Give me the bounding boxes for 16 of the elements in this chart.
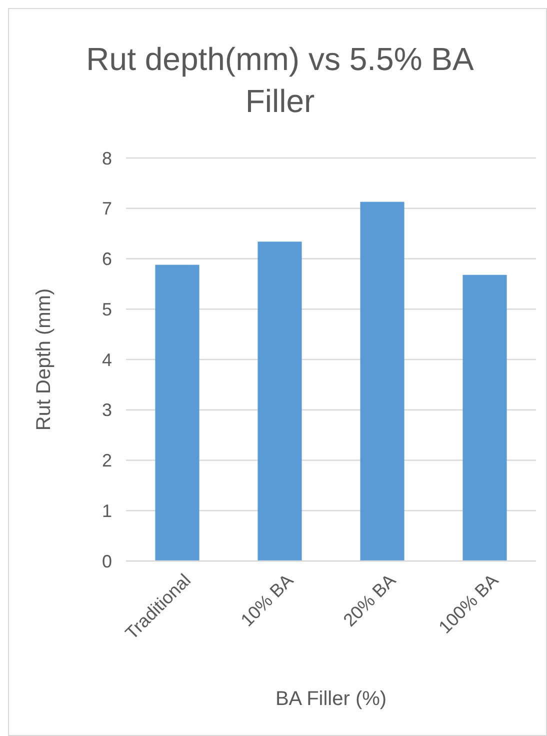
y-axis-title: Rut Depth (mm) xyxy=(33,288,55,431)
bar xyxy=(360,202,404,561)
y-tick-label: 7 xyxy=(102,198,112,219)
y-tick-label: 3 xyxy=(102,400,112,420)
y-tick-label: 2 xyxy=(102,450,112,471)
bar xyxy=(462,274,507,561)
y-tick-label: 0 xyxy=(102,551,112,572)
chart-title: Rut depth(mm) vs 5.5% BA Filler xyxy=(86,41,474,119)
x-axis-title: BA Filler (%) xyxy=(275,688,387,710)
y-tick-label: 5 xyxy=(102,299,112,320)
bar xyxy=(258,242,302,561)
y-tick-label: 4 xyxy=(102,350,112,370)
bar xyxy=(155,264,200,561)
y-tick-label: 1 xyxy=(102,500,112,521)
y-tick-label: 6 xyxy=(102,249,112,270)
y-tick-label: 8 xyxy=(102,148,112,168)
